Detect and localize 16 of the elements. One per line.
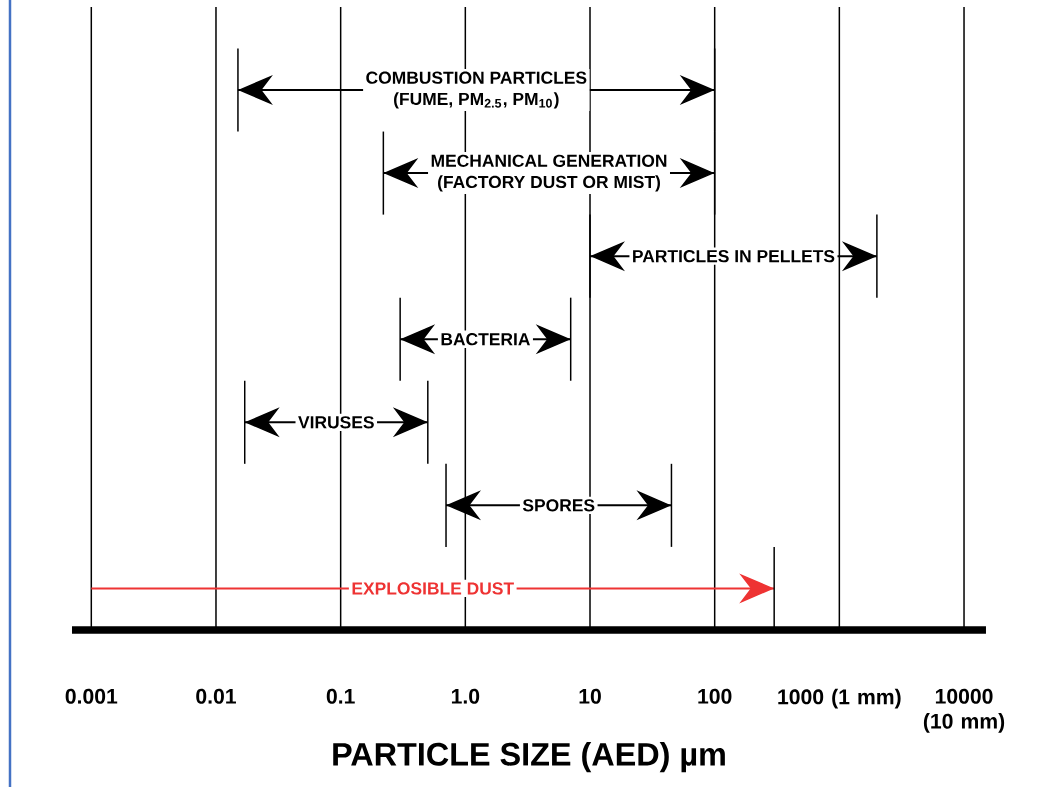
x-tick-label: 1.0 [451,688,480,704]
y-tick-label: PARTICLES IN PELLETS [633,250,835,263]
x-tick-label: 0.001 [65,688,118,704]
x-tick-label: 100 [698,688,732,704]
y-tick-label: VIRUSES [298,416,374,429]
y-tick-label: SPORES [522,499,595,512]
y-tick-label: EXPLOSIBLE DUST [352,582,514,595]
y-tick-label: COMBUSTION PARTICLES (FUME, PM$_{2.5}$, PM$_{10}$) [366,71,587,109]
x-axis-title: PARTICLE SIZE (AED) µm [333,741,725,773]
x-tick-label: 10 [579,688,601,704]
x-tick-label: 1000 (1 mm) [778,688,901,709]
x-tick-label: 0.01 [196,688,236,704]
x-tick-label: 0.1 [326,688,355,704]
x-tick-label: 10000 (10 mm) [923,688,1005,733]
y-tick-label: BACTERIA [441,333,530,346]
y-tick-label: MECHANICAL GENERATION (FACTORY DUST OR MIST) [431,154,667,192]
